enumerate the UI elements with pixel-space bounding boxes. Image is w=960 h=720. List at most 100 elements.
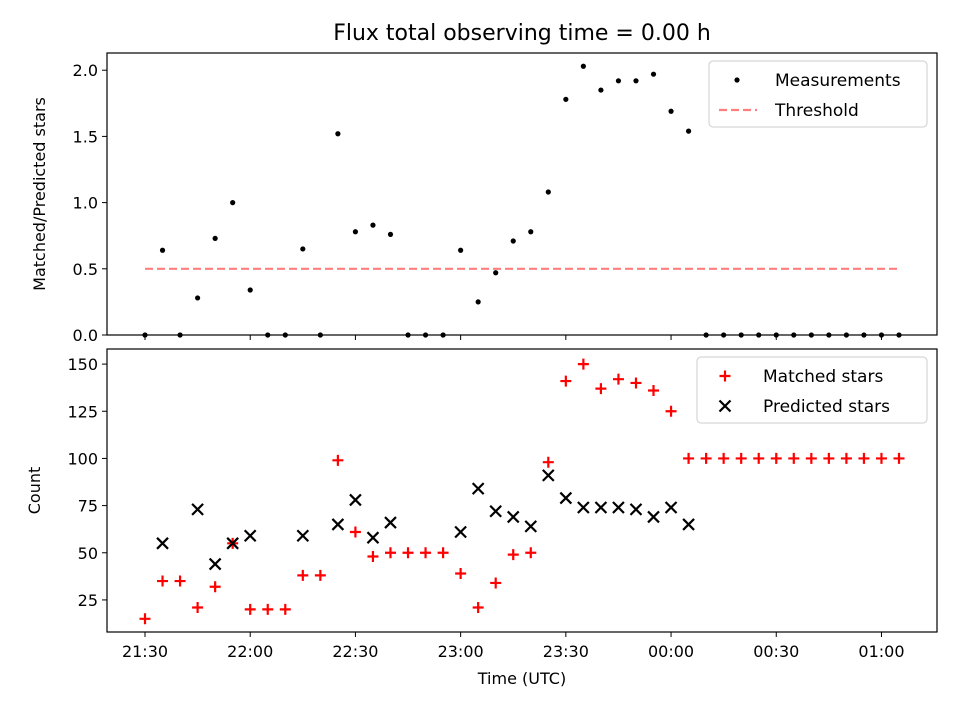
measurement-point	[633, 78, 639, 84]
y-tick-label: 1.5	[73, 127, 98, 146]
matched-star-point	[665, 405, 677, 417]
matched-star-point	[262, 603, 274, 615]
predicted-star-point	[559, 491, 573, 505]
predicted-star-point	[664, 501, 678, 514]
y-tick-label: 25	[78, 591, 98, 610]
matched-star-point	[525, 547, 537, 559]
measurement-point	[387, 231, 394, 237]
y-tick-label: 125	[67, 402, 98, 421]
matched-star-point	[367, 551, 379, 563]
predicted-star-point	[612, 501, 625, 514]
series-predicted-stars	[156, 469, 695, 571]
matched-star-point	[402, 547, 414, 559]
predicted-star-point	[243, 529, 257, 543]
legend: Measurements Threshold	[708, 60, 928, 128]
predicted-star-point	[454, 525, 467, 539]
matched-star-point	[683, 452, 695, 464]
x-tick-label: 22:00	[227, 642, 273, 661]
matched-star-point	[875, 452, 887, 464]
matched-star-point	[719, 370, 731, 382]
matched-star-point	[840, 452, 852, 464]
matched-star-point	[472, 601, 484, 613]
y-tick-label: 0.5	[73, 260, 98, 279]
measurement-point	[510, 238, 516, 244]
measurement-point	[650, 71, 657, 77]
predicted-star-point	[682, 518, 695, 531]
matched-star-point	[384, 547, 396, 559]
measurement-point	[230, 200, 236, 206]
measurement-point	[563, 96, 569, 102]
matched-star-point	[560, 375, 572, 387]
measurement-point	[352, 229, 359, 235]
measurement-point	[300, 246, 306, 252]
predicted-star-point	[384, 516, 397, 529]
predicted-star-point	[471, 482, 485, 495]
matched-star-point	[139, 613, 151, 625]
measurement-point	[685, 128, 692, 134]
y-tick-label: 2.0	[73, 61, 98, 80]
matched-star-point	[174, 575, 186, 587]
matched-star-point	[823, 452, 835, 464]
matched-star-point	[753, 452, 765, 464]
matched-star-point	[332, 454, 344, 466]
ratio-panel: 0.0 0.5 1.0 1.5 2.0 Matched/Predicted stars Me…	[30, 52, 938, 345]
predicted-star-point	[208, 557, 222, 571]
matched-star-point	[192, 601, 204, 613]
predicted-star-point	[191, 503, 204, 516]
legend-label: Measurements	[775, 71, 901, 91]
predicted-star-point	[718, 399, 732, 413]
measurement-point	[734, 77, 740, 83]
predicted-star-point	[594, 501, 608, 514]
matched-star-point	[735, 452, 747, 464]
measurement-point	[668, 108, 674, 114]
matched-star-point	[893, 452, 905, 464]
x-tick-label: 23:30	[543, 642, 589, 661]
matched-star-point	[648, 385, 660, 397]
matched-star-point	[612, 373, 624, 385]
y-axis-label: Matched/Predicted stars	[30, 97, 49, 291]
matched-star-point	[437, 547, 449, 559]
measurement-point	[475, 299, 481, 305]
y-tick-label: 100	[67, 449, 98, 468]
matched-star-point	[279, 603, 291, 615]
predicted-star-point	[349, 493, 362, 507]
measurement-point	[615, 78, 622, 84]
predicted-star-point	[647, 510, 660, 524]
measurement-point	[545, 189, 551, 195]
matched-star-point	[297, 569, 309, 581]
measurement-point	[493, 270, 499, 276]
matched-star-point	[788, 452, 800, 464]
y-tick-label: 75	[78, 497, 98, 516]
predicted-star-point	[577, 501, 590, 514]
matched-star-point	[770, 452, 782, 464]
x-axis-label: Time (UTC)	[477, 669, 566, 688]
matched-star-point	[455, 568, 467, 580]
predicted-star-point	[542, 469, 555, 482]
legend-box	[708, 60, 928, 128]
predicted-star-point	[156, 537, 169, 550]
matched-star-point	[542, 456, 554, 468]
measurement-point	[598, 87, 604, 93]
predicted-star-point	[226, 537, 239, 550]
x-tick-label: 22:30	[332, 642, 378, 661]
x-tick-label: 00:00	[648, 642, 694, 661]
y-axis-label: Count	[25, 467, 44, 515]
legend-label: Predicted stars	[763, 397, 890, 417]
count-panel: 25 50 75 100 125 150 21:30 22:00 22:30 23:00 23:30…	[25, 348, 938, 688]
measurement-point	[195, 295, 201, 301]
predicted-star-point	[506, 510, 520, 524]
legend-label: Threshold	[774, 101, 859, 121]
chart-title: Flux total observing time = 0.00 h	[333, 21, 711, 46]
predicted-star-point	[331, 518, 345, 531]
y-tick-label: 1.0	[73, 194, 98, 213]
matched-star-point	[244, 603, 256, 615]
predicted-star-point	[524, 520, 538, 533]
predicted-star-point	[629, 503, 643, 516]
measurement-point	[159, 247, 166, 253]
matched-star-point	[507, 549, 519, 561]
measurement-point	[528, 229, 534, 235]
y-tick-label: 150	[67, 355, 98, 374]
predicted-star-point	[366, 531, 380, 544]
matched-star-point	[718, 452, 730, 464]
